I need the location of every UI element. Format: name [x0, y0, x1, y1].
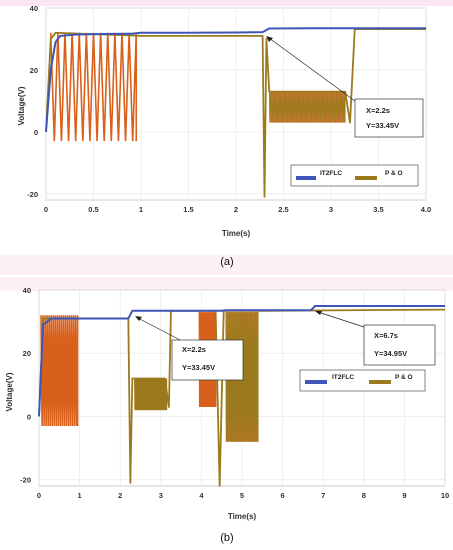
- x-tick-label: 5: [240, 491, 244, 500]
- annotation-box-1: X=2.2s Y=33.45V: [135, 316, 244, 381]
- po-oscillation: [134, 378, 168, 411]
- annotation-arrow: [137, 317, 181, 341]
- y-tick-label: 20: [30, 66, 38, 75]
- arrow-head-icon: [266, 36, 273, 42]
- arrow-head-icon: [135, 316, 142, 321]
- x-tick-label: 0: [37, 491, 41, 500]
- x-tick-label: 1.5: [183, 205, 193, 214]
- x-axis-label: Time(s): [228, 512, 257, 521]
- y-tick-labels: -20 0 20 40: [20, 286, 31, 485]
- x-tick-labels: 0 1 2 3 4 5 6 7 8 9 10: [37, 491, 449, 500]
- annotation-1-y: Y=33.45V: [182, 363, 215, 372]
- legend-label-po: P & O: [395, 374, 413, 381]
- y-tick-label: 40: [23, 286, 31, 295]
- x-tick-label: 2: [234, 205, 238, 214]
- annotation-2-x: X=6.7s: [374, 331, 398, 340]
- annotation-x: X=2.2s: [366, 106, 390, 115]
- legend-label-po: P & O: [385, 170, 403, 177]
- x-axis-label: Time(s): [222, 229, 251, 238]
- po-oscillation: [40, 315, 79, 426]
- x-tick-label: 2: [118, 491, 122, 500]
- y-tick-label: -20: [20, 476, 31, 485]
- series-layer: [45, 27, 426, 198]
- x-tick-label: 8: [362, 491, 366, 500]
- series-line-po: [45, 28, 426, 198]
- x-tick-label: 7: [321, 491, 325, 500]
- panel-label-b: (b): [220, 532, 233, 544]
- legend-swatch-po: [355, 176, 377, 180]
- background-tint: [0, 277, 453, 291]
- background-tint: [0, 255, 453, 275]
- annotation-1-x: X=2.2s: [182, 345, 206, 354]
- y-tick-label: 40: [30, 4, 38, 13]
- x-tick-label: 9: [402, 491, 406, 500]
- panel-label-a: (a): [220, 256, 233, 268]
- po-oscillation: [268, 91, 346, 123]
- x-tick-label: 2.5: [278, 205, 288, 214]
- series-line-it2flc: [38, 304, 445, 417]
- y-axis-label: Voltage(V): [5, 372, 14, 411]
- annotation-arrow: [268, 37, 356, 102]
- annotation-y: Y=33.45V: [366, 121, 399, 130]
- x-tick-label: 10: [441, 491, 449, 500]
- x-tick-labels: 0 0.5 1 1.5 2 2.5 3 3.5 4.0: [44, 205, 431, 214]
- legend-swatch-po: [369, 380, 391, 384]
- panel-b: 0 1 2 3 4 5 6 7 8 9 10 -20 0 20 40 Voltage(V) Time(s)…: [0, 277, 453, 544]
- legend-swatch-it2flc: [296, 176, 316, 180]
- x-tick-label: 4: [199, 491, 204, 500]
- legend-swatch-it2flc: [305, 380, 327, 384]
- y-tick-labels: -20 0 20 40: [27, 4, 38, 199]
- legend: IT2FLC P & O: [299, 369, 426, 392]
- y-tick-label: 0: [27, 412, 31, 421]
- y-axis-label: Voltage(V): [17, 86, 26, 125]
- legend: IT2FLC P & O: [290, 164, 419, 187]
- series-line-it2flc: [45, 27, 426, 132]
- x-tick-label: 1: [78, 491, 82, 500]
- legend-label-it2flc: IT2FLC: [332, 374, 354, 381]
- po-oscillation: [49, 32, 138, 142]
- x-tick-label: 0.5: [88, 205, 98, 214]
- x-tick-label: 3: [159, 491, 163, 500]
- annotation-box-2: X=6.7s Y=34.95V: [315, 311, 436, 366]
- arrow-head-icon: [315, 311, 322, 315]
- x-tick-label: 0: [44, 205, 48, 214]
- x-tick-label: 6: [281, 491, 285, 500]
- x-tick-label: 4.0: [421, 205, 431, 214]
- annotation-2-y: Y=34.95V: [374, 349, 407, 358]
- x-tick-label: 3.5: [373, 205, 383, 214]
- background-tint: [0, 0, 453, 6]
- y-tick-label: 0: [34, 128, 38, 137]
- legend-label-it2flc: IT2FLC: [320, 170, 342, 177]
- x-tick-label: 1: [139, 205, 143, 214]
- y-tick-label: 20: [23, 349, 31, 358]
- x-tick-label: 3: [329, 205, 333, 214]
- annotation-arrow: [317, 311, 365, 328]
- y-tick-label: -20: [27, 190, 38, 199]
- annotation-box: X=2.2s Y=33.45V: [266, 36, 424, 138]
